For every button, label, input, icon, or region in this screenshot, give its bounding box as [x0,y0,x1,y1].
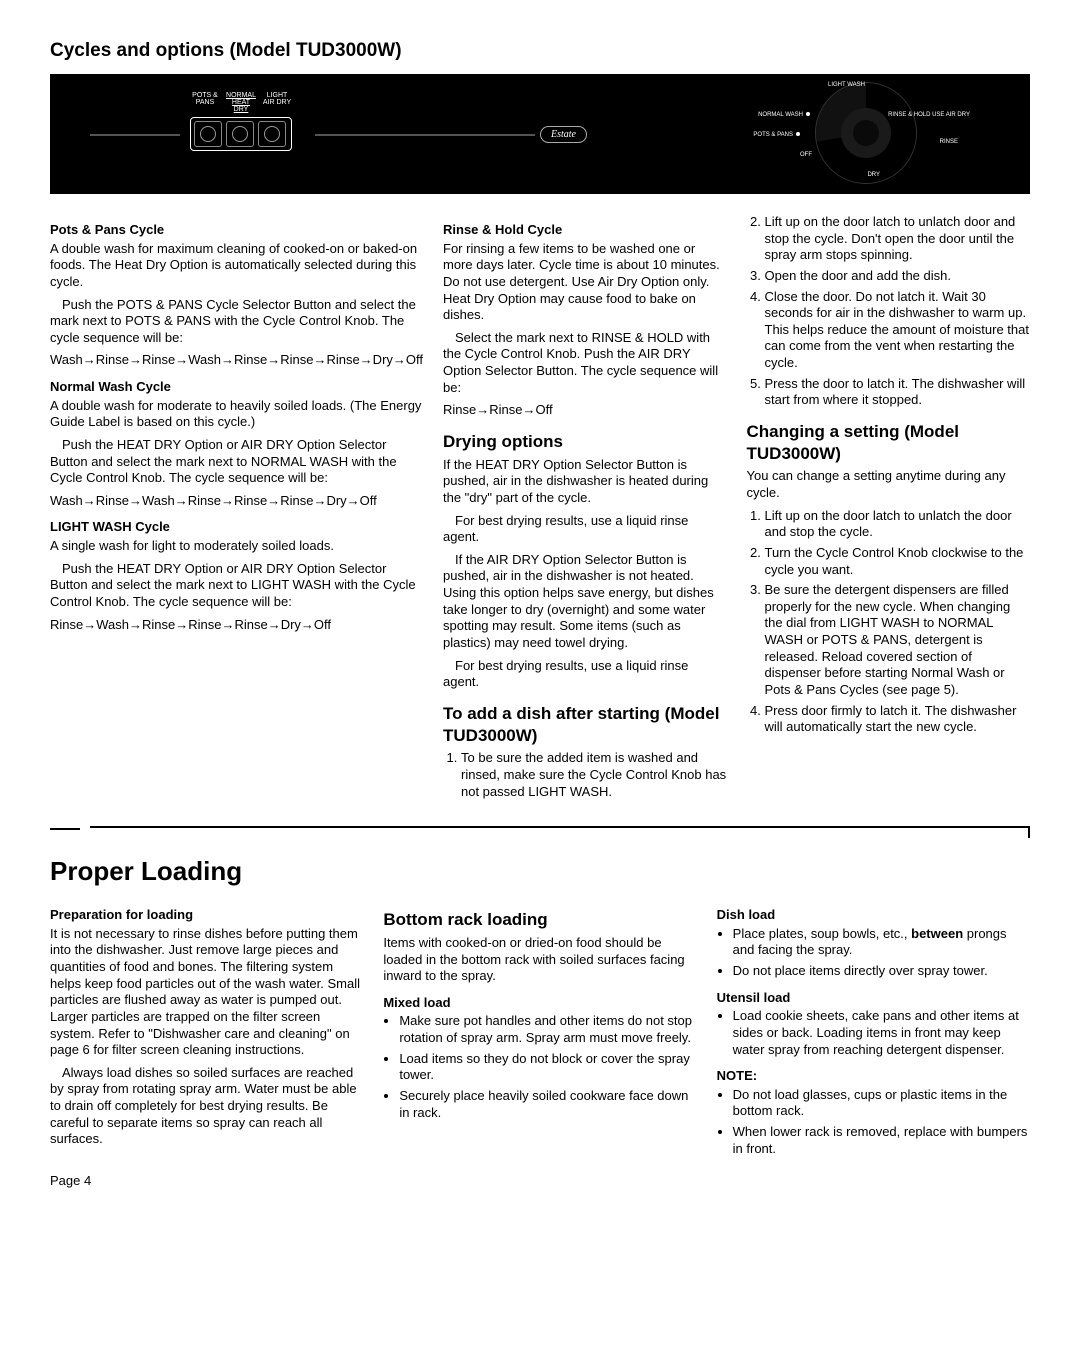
panel-label-light: LIGHT AIR DRY [262,92,292,113]
panel-label-pots: POTS & PANS [190,92,220,113]
bullet-list: Make sure pot handles and other items do… [383,1013,696,1121]
body-text: Items with cooked-on or dried-on food sh… [383,935,696,985]
body-text: Push the HEAT DRY Option or AIR DRY Opti… [50,437,423,487]
brand-badge: Estate [540,126,587,143]
body-text: Select the mark next to RINSE & HOLD wit… [443,330,727,397]
ordered-list: To be sure the added item is washed and … [443,750,727,800]
section-heading: To add a dish after starting (Model TUD3… [443,703,727,747]
subheading: Utensil load [717,990,1030,1007]
list-item: Make sure pot handles and other items do… [399,1013,696,1046]
column-3: Lift up on the door latch to unlatch doo… [747,212,1031,806]
list-item: Load cookie sheets, cake pans and other … [733,1008,1030,1058]
list-item: When lower rack is removed, replace with… [733,1124,1030,1157]
body-text: For rinsing a few items to be washed one… [443,241,727,324]
dial-label: DRY [867,172,880,178]
body-text: If the HEAT DRY Option Selector Button i… [443,457,727,507]
body-text: You can change a setting anytime during … [747,468,1031,501]
column-1: Preparation for loading It is not necess… [50,897,363,1163]
column-1: Pots & Pans Cycle A double wash for maxi… [50,212,423,806]
sequence-text: Rinse→Rinse→Off [443,402,727,419]
selector-button [194,121,222,147]
section-title: Proper Loading [50,856,1030,887]
list-item: Do not place items directly over spray t… [733,963,1030,980]
list-item: Turn the Cycle Control Knob clockwise to… [765,545,1031,578]
subheading: Pots & Pans Cycle [50,222,423,239]
bullet-list: Place plates, soup bowls, etc., between … [717,926,1030,980]
body-text: For best drying results, use a liquid ri… [443,513,727,546]
body-text: Always load dishes so soiled surfaces ar… [50,1065,363,1148]
subheading: LIGHT WASH Cycle [50,519,423,536]
bullet-list: Do not load glasses, cups or plastic ite… [717,1087,1030,1158]
body-text: A single wash for light to moderately so… [50,538,423,555]
subheading: Preparation for loading [50,907,363,924]
column-3: Dish load Place plates, soup bowls, etc.… [717,897,1030,1163]
subheading: Dish load [717,907,1030,924]
body-text: Push the POTS & PANS Cycle Selector Butt… [50,297,423,347]
selector-button [258,121,286,147]
dial-label: NORMAL WASH [758,112,810,118]
sequence-text: Wash→Rinse→Rinse→Wash→Rinse→Rinse→Rinse→… [50,352,423,369]
control-panel-illustration: POTS & PANS NORMAL HEAT DRY LIGHT AIR DR… [50,74,1030,194]
bullet-list: Load cookie sheets, cake pans and other … [717,1008,1030,1058]
dial-label: OFF [800,152,812,158]
list-item: Press door firmly to latch it. The dishw… [765,703,1031,736]
list-item: Lift up on the door latch to unlatch the… [765,508,1031,541]
body-text: A double wash for maximum cleaning of co… [50,241,423,291]
list-item: Close the door. Do not latch it. Wait 30… [765,289,1031,372]
panel-label-normal: NORMAL HEAT DRY [226,92,256,113]
list-item: Do not load glasses, cups or plastic ite… [733,1087,1030,1120]
list-item: To be sure the added item is washed and … [461,750,727,800]
ordered-list: Lift up on the door latch to unlatch the… [747,508,1031,736]
dial-label: POTS & PANS [753,132,800,138]
subheading: NOTE: [717,1068,1030,1085]
cycle-dial [815,82,915,182]
list-item: Securely place heavily soiled cookware f… [399,1088,696,1121]
body-text: For best drying results, use a liquid ri… [443,658,727,691]
section-heading: Drying options [443,431,727,453]
list-item: Open the door and add the dish. [765,268,1031,285]
body-text: A double wash for moderate to heavily so… [50,398,423,431]
column-2: Rinse & Hold Cycle For rinsing a few ite… [443,212,727,806]
subheading: Mixed load [383,995,696,1012]
ordered-list: Lift up on the door latch to unlatch doo… [747,214,1031,409]
list-item: Lift up on the door latch to unlatch doo… [765,214,1031,264]
selector-button [226,121,254,147]
column-2: Bottom rack loading Items with cooked-on… [383,897,696,1163]
dial-label: RINSE & HOLD USE AIR DRY [888,112,970,118]
section-heading: Bottom rack loading [383,909,696,931]
section-title: Cycles and options (Model TUD3000W) [50,40,1030,62]
sequence-text: Wash→Rinse→Wash→Rinse→Rinse→Rinse→Dry→Of… [50,493,423,510]
list-item: Place plates, soup bowls, etc., between … [733,926,1030,959]
body-text: It is not necessary to rinse dishes befo… [50,926,363,1059]
list-item: Load items so they do not block or cover… [399,1051,696,1084]
dial-label: LIGHT WASH [828,82,865,88]
body-text: If the AIR DRY Option Selector Button is… [443,552,727,652]
dial-label: RINSE [940,139,958,145]
section-heading: Changing a setting (Model TUD3000W) [747,421,1031,465]
subheading: Rinse & Hold Cycle [443,222,727,239]
list-item: Be sure the detergent dispensers are fil… [765,582,1031,698]
page-number: Page 4 [50,1173,1030,1188]
sequence-text: Rinse→Wash→Rinse→Rinse→Rinse→Dry→Off [50,617,423,634]
subheading: Normal Wash Cycle [50,379,423,396]
body-text: Push the HEAT DRY Option or AIR DRY Opti… [50,561,423,611]
list-item: Press the door to latch it. The dishwash… [765,376,1031,409]
divider-rule [50,826,1030,838]
